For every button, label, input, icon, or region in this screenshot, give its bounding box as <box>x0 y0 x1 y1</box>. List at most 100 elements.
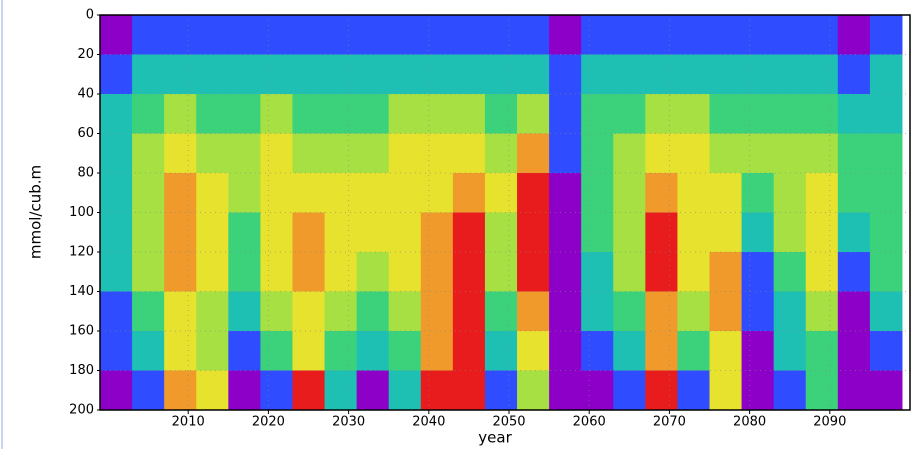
heat-cell <box>805 252 839 292</box>
heat-cell <box>420 331 454 371</box>
heat-cell <box>452 370 486 411</box>
heat-cell <box>837 252 871 292</box>
heat-cell <box>260 252 293 292</box>
heat-cell <box>805 54 839 95</box>
heat-cell <box>613 212 646 253</box>
heat-cell <box>164 173 197 213</box>
heat-cell <box>645 212 678 253</box>
heat-cell <box>100 94 133 134</box>
heat-cell <box>420 54 454 95</box>
heat-cell <box>677 331 711 371</box>
heat-cell <box>356 15 390 55</box>
heat-cell <box>613 133 646 174</box>
heat-cell <box>324 133 358 174</box>
heat-cell <box>677 133 711 174</box>
heat-cell <box>741 252 775 292</box>
heat-cell <box>420 291 454 332</box>
heat-cell <box>645 54 678 95</box>
heat-cell <box>581 133 614 174</box>
heat-cell <box>196 94 229 134</box>
heat-cell <box>132 370 165 411</box>
heat-cell <box>805 331 839 371</box>
heat-cell <box>452 133 486 174</box>
heat-cell <box>324 212 358 253</box>
heat-cell <box>645 94 678 134</box>
heat-cell <box>709 54 743 95</box>
heat-cell <box>420 252 454 292</box>
y-tick-label: 0 <box>86 8 94 23</box>
y-tick-label: 40 <box>77 87 94 102</box>
heat-cell <box>260 133 293 174</box>
heat-cell <box>132 15 165 55</box>
heat-cell <box>132 212 165 253</box>
heat-cell <box>388 15 422 55</box>
heat-cell <box>452 173 486 213</box>
heat-cell <box>709 252 743 292</box>
heat-cell <box>805 133 839 174</box>
heat-cell <box>132 291 165 332</box>
plot-frame <box>99 14 911 411</box>
x-tick-label: 2030 <box>332 415 365 430</box>
heat-cell <box>324 15 358 55</box>
heat-cell <box>228 54 261 95</box>
y-tick-label: 20 <box>77 47 94 62</box>
heat-cell <box>452 212 486 253</box>
heat-cell <box>581 173 614 213</box>
heat-cell <box>837 133 871 174</box>
heat-cell <box>677 291 711 332</box>
heat-cell <box>773 133 807 174</box>
heat-cell <box>517 94 550 134</box>
heat-cell <box>292 212 326 253</box>
heat-cell <box>709 370 743 411</box>
heat-cell <box>613 370 646 411</box>
heat-cell <box>677 252 711 292</box>
heat-cell <box>388 173 422 213</box>
heat-cell <box>452 15 486 55</box>
heat-cell <box>837 212 871 253</box>
heat-cell <box>709 212 743 253</box>
heat-cell <box>356 94 390 134</box>
x-tick-label: 2080 <box>733 415 766 430</box>
heat-cell <box>324 331 358 371</box>
heat-cell <box>581 252 614 292</box>
heat-cell <box>677 15 711 55</box>
heat-cell <box>292 291 326 332</box>
heat-cell <box>484 291 518 332</box>
heat-cell <box>645 252 678 292</box>
x-tick-label: 2050 <box>492 415 525 430</box>
heat-cell <box>452 331 486 371</box>
heat-cell <box>709 94 743 134</box>
heat-cell <box>484 94 518 134</box>
heat-cell <box>356 252 390 292</box>
heat-cell <box>196 54 229 95</box>
heat-cell <box>869 370 903 411</box>
heat-cell <box>100 252 133 292</box>
heat-cell <box>388 252 422 292</box>
x-axis-label: year <box>478 429 512 447</box>
heat-cell <box>324 370 358 411</box>
heat-cell <box>517 331 550 371</box>
heat-cell <box>549 133 582 174</box>
heat-cell <box>356 133 390 174</box>
heat-cell <box>164 15 197 55</box>
heat-cell <box>805 370 839 411</box>
heat-cell <box>260 212 293 253</box>
heat-cell <box>388 331 422 371</box>
heat-cell <box>581 370 614 411</box>
heat-cell <box>356 291 390 332</box>
heat-cell <box>837 370 871 411</box>
heat-cell <box>581 54 614 95</box>
heat-cell <box>741 133 775 174</box>
heat-cell <box>805 94 839 134</box>
heat-cell <box>388 94 422 134</box>
heat-cell <box>132 331 165 371</box>
heat-cell <box>388 133 422 174</box>
y-tick-label: 180 <box>69 363 94 378</box>
heat-cell <box>228 291 261 332</box>
y-tick-label: 160 <box>69 324 94 339</box>
heat-cell <box>581 212 614 253</box>
heat-cell <box>100 331 133 371</box>
heat-cell <box>549 370 582 411</box>
heat-cell <box>549 252 582 292</box>
